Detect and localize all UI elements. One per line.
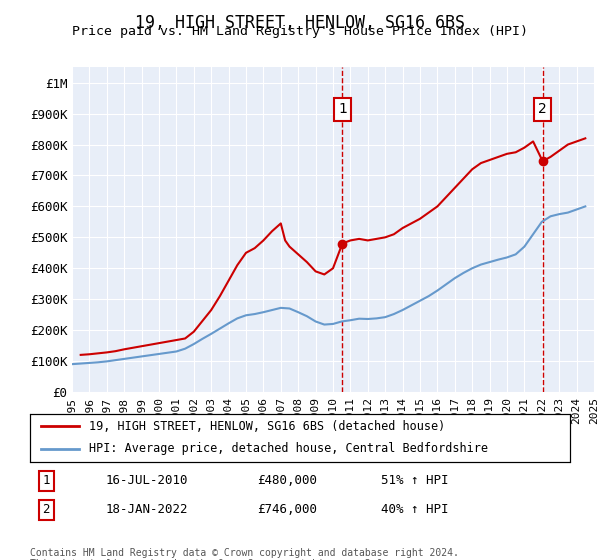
- Text: £480,000: £480,000: [257, 474, 317, 487]
- Text: 40% ↑ HPI: 40% ↑ HPI: [381, 503, 449, 516]
- Text: 51% ↑ HPI: 51% ↑ HPI: [381, 474, 449, 487]
- Text: HPI: Average price, detached house, Central Bedfordshire: HPI: Average price, detached house, Cent…: [89, 442, 488, 455]
- Text: 19, HIGH STREET, HENLOW, SG16 6BS (detached house): 19, HIGH STREET, HENLOW, SG16 6BS (detac…: [89, 420, 446, 433]
- Text: 1: 1: [43, 474, 50, 487]
- Text: 18-JAN-2022: 18-JAN-2022: [106, 503, 188, 516]
- Text: 1: 1: [338, 102, 347, 116]
- Text: Contains HM Land Registry data © Crown copyright and database right 2024.
This d: Contains HM Land Registry data © Crown c…: [30, 548, 459, 560]
- Text: 19, HIGH STREET, HENLOW, SG16 6BS: 19, HIGH STREET, HENLOW, SG16 6BS: [135, 14, 465, 32]
- Text: Price paid vs. HM Land Registry's House Price Index (HPI): Price paid vs. HM Land Registry's House …: [72, 25, 528, 38]
- Text: 2: 2: [43, 503, 50, 516]
- Text: 16-JUL-2010: 16-JUL-2010: [106, 474, 188, 487]
- Text: £746,000: £746,000: [257, 503, 317, 516]
- Text: 2: 2: [538, 102, 547, 116]
